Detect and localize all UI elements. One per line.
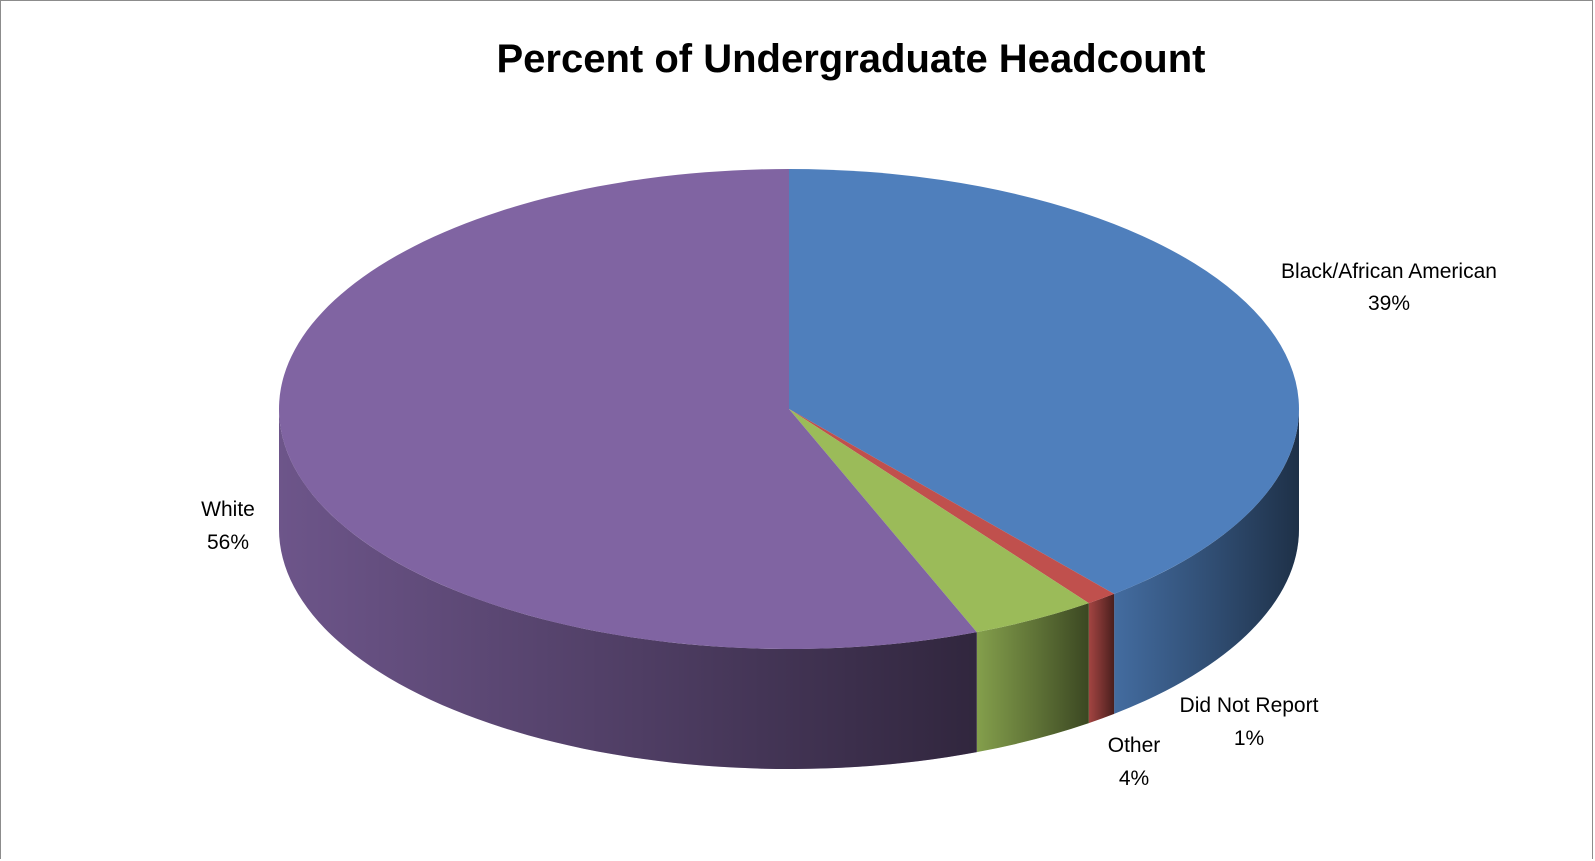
- pie-slice-other: [789, 409, 1089, 633]
- label-other-name: Other: [1108, 734, 1161, 757]
- pie-side-shade-did-not-report: [1088, 593, 1115, 724]
- chart-title: Percent of Undergraduate Headcount: [496, 37, 1206, 81]
- pie-side-shade-black-african-american: [1114, 409, 1299, 714]
- label-white-value: 56%: [207, 531, 249, 554]
- label-black-african-american-value: 39%: [1368, 292, 1410, 315]
- label-black-african-american-name: Black/African American: [1281, 260, 1497, 283]
- label-did-not-report-value: 1%: [1234, 727, 1264, 750]
- pie-slice-did-not-report: [789, 409, 1115, 604]
- pie-slice-black-african-american: [789, 169, 1299, 594]
- label-other-value: 4%: [1119, 767, 1149, 790]
- label-did-not-report-name: Did Not Report: [1180, 694, 1319, 717]
- pie-side-shade-other: [976, 603, 1089, 753]
- pie-side-shade-white: [279, 409, 977, 770]
- label-white-name: White: [201, 498, 255, 521]
- pie-slice-white: [279, 169, 977, 649]
